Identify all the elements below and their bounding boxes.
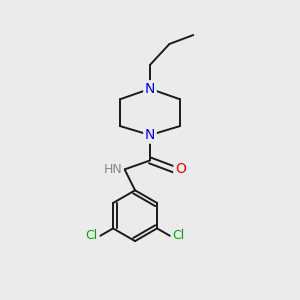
Text: O: O [175,162,186,176]
Text: Cl: Cl [172,230,184,242]
Text: N: N [145,128,155,142]
Text: N: N [145,82,155,96]
Text: Cl: Cl [86,230,98,242]
Text: HN: HN [103,163,122,176]
